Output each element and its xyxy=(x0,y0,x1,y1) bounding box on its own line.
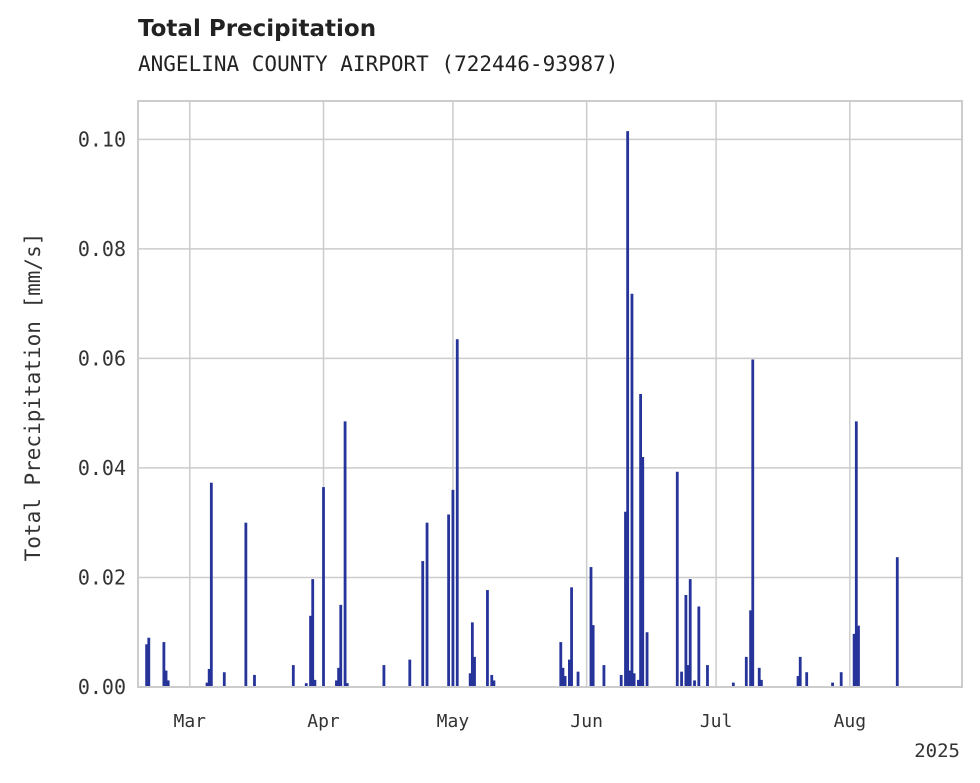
precipitation-bar xyxy=(166,680,170,687)
precipitation-bar xyxy=(744,656,748,687)
precipitation-bar xyxy=(343,421,347,687)
precipitation-bar xyxy=(688,579,692,687)
precipitation-bar xyxy=(313,679,317,687)
plot-frame xyxy=(137,100,963,688)
y-axis-label: Total Precipitation [mm/s] xyxy=(21,233,45,562)
x-axis-year-label: 2025 xyxy=(914,740,960,762)
precipitation-bar xyxy=(145,644,149,687)
precipitation-bar xyxy=(207,668,211,687)
x-tick-label: May xyxy=(437,711,470,732)
x-tick-label: Aug xyxy=(834,711,867,732)
y-tick-label: 0.08 xyxy=(78,237,126,261)
precipitation-bar xyxy=(561,667,565,687)
precipitation-bar xyxy=(895,557,899,687)
precipitation-bar xyxy=(731,682,735,687)
precipitation-bar xyxy=(693,680,696,687)
precipitation-bar xyxy=(591,625,595,687)
y-tick-label: 0.10 xyxy=(78,127,126,151)
precipitation-bar xyxy=(337,667,341,687)
precipitation-bar xyxy=(641,456,645,687)
precipitation-bar xyxy=(408,659,412,687)
precipitation-bar xyxy=(628,670,632,687)
x-tick-label: Apr xyxy=(307,711,340,732)
precipitation-bar xyxy=(637,679,640,687)
precipitation-bar xyxy=(680,671,683,687)
precipitation-bar xyxy=(304,683,308,687)
precipitation-bar xyxy=(563,676,567,687)
precipitation-bar xyxy=(335,680,338,687)
precipitation-bar xyxy=(619,674,623,687)
precipitation-bar xyxy=(339,604,343,687)
precipitation-bar xyxy=(852,633,856,687)
precipitation-bar xyxy=(162,642,166,687)
precipitation-bar xyxy=(291,665,295,687)
precipitation-bar xyxy=(492,680,496,687)
grid-lines xyxy=(138,101,962,688)
precipitation-bar xyxy=(425,522,429,687)
precipitation-bar xyxy=(322,487,325,687)
precipitation-bar xyxy=(421,561,425,687)
precipitation-bar xyxy=(473,656,476,687)
precipitation-bar xyxy=(455,339,459,687)
precipitation-bar xyxy=(447,514,451,687)
precipitation-bar xyxy=(147,637,151,687)
precipitation-bar xyxy=(639,394,642,687)
x-tick-label: Mar xyxy=(174,711,207,732)
precipitation-bar xyxy=(222,672,226,687)
precipitation-bar xyxy=(244,522,248,687)
precipitation-bar xyxy=(645,632,649,687)
chart-title: Total Precipitation xyxy=(138,16,377,42)
precipitation-bar xyxy=(757,667,761,687)
precipitation-bar xyxy=(751,359,755,687)
precipitation-bar xyxy=(632,673,636,687)
precipitation-bar xyxy=(831,682,834,687)
y-tick-label: 0.02 xyxy=(78,565,126,589)
precipitation-bars xyxy=(145,131,899,688)
precipitation-bar xyxy=(854,421,858,687)
precipitation-bar xyxy=(697,606,701,687)
precipitation-bar xyxy=(626,131,630,688)
precipitation-bar xyxy=(253,674,256,687)
y-tick-label: 0.04 xyxy=(78,456,126,480)
precipitation-bar xyxy=(559,642,563,687)
precipitation-bar xyxy=(568,659,571,687)
precipitation-bar xyxy=(470,622,474,687)
precipitation-bar xyxy=(382,665,386,687)
y-tick-label: 0.06 xyxy=(78,346,126,370)
precipitation-bar xyxy=(486,590,489,687)
precipitation-bar xyxy=(759,679,763,687)
precipitation-bar xyxy=(209,482,213,687)
precipitation-bar xyxy=(205,682,209,687)
precipitation-bar xyxy=(686,665,690,687)
precipitation-bar xyxy=(857,625,860,687)
precipitation-bar xyxy=(576,671,580,687)
x-axis-ticks: Mar Apr May Jun Jul Aug xyxy=(174,711,867,732)
precipitation-bar xyxy=(468,673,472,687)
precipitation-bar xyxy=(839,672,843,687)
precipitation-bar xyxy=(749,610,753,687)
y-axis-ticks: 0.00 0.02 0.04 0.06 0.08 0.10 xyxy=(78,127,126,699)
precipitation-bar xyxy=(602,665,606,687)
precipitation-bar xyxy=(309,615,312,687)
precipitation-bar xyxy=(675,471,679,687)
x-tick-label: Jun xyxy=(570,711,603,732)
precipitation-bar xyxy=(589,567,593,687)
precipitation-bar xyxy=(164,670,168,687)
precipitation-bar xyxy=(798,656,802,687)
chart-subtitle: ANGELINA COUNTY AIRPORT (722446-93987) xyxy=(138,52,619,76)
precipitation-bar xyxy=(805,672,809,687)
precipitation-bar xyxy=(490,674,494,687)
x-tick-label: Jul xyxy=(700,711,733,732)
precipitation-bar xyxy=(624,511,627,687)
precipitation-bar xyxy=(630,293,634,687)
precipitation-bar xyxy=(451,489,455,687)
precipitation-bar xyxy=(311,579,315,687)
precipitation-bar xyxy=(706,665,709,687)
precipitation-bar xyxy=(796,676,800,687)
precipitation-bar xyxy=(684,594,688,687)
precipitation-bar xyxy=(345,683,349,687)
precipitation-bar xyxy=(570,587,573,687)
y-tick-label: 0.00 xyxy=(78,675,126,699)
